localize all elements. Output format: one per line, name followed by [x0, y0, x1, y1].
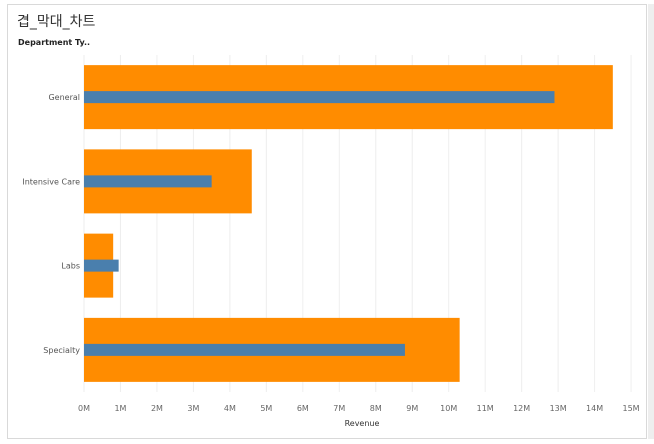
x-tick-label: 8M [370, 404, 382, 413]
x-tick-label: 12M [513, 404, 530, 413]
x-tick-label: 0M [78, 404, 90, 413]
x-tick-label: 5M [260, 404, 272, 413]
x-tick-label: 9M [406, 404, 418, 413]
bar-inner[interactable] [84, 259, 119, 272]
x-tick-label: 7M [333, 404, 345, 413]
row-field-label[interactable]: Department Ty.. [18, 38, 91, 47]
x-tick-label: 6M [297, 404, 309, 413]
x-tick-label: 3M [187, 404, 199, 413]
worksheet-title: 겹_막대_차트 [17, 14, 96, 30]
x-tick-label: 13M [550, 404, 567, 413]
bar-inner[interactable] [84, 91, 555, 104]
x-tick-label: 14M [586, 404, 603, 413]
x-tick-label: 4M [224, 404, 236, 413]
x-tick-label: 11M [477, 404, 494, 413]
x-axis-title: Revenue [345, 419, 380, 428]
x-tick-label: 2M [151, 404, 163, 413]
bar-inner[interactable] [84, 175, 212, 188]
category-label: Labs [61, 262, 80, 271]
category-label: Intensive Care [22, 177, 80, 186]
category-label: Specialty [43, 346, 80, 355]
x-tick-label: 10M [440, 404, 457, 413]
x-tick-label: 15M [623, 404, 640, 413]
category-label: General [48, 93, 80, 102]
x-tick-label: 1M [114, 404, 126, 413]
bar-inner[interactable] [84, 343, 405, 356]
scrollbar-strip[interactable] [648, 4, 654, 439]
